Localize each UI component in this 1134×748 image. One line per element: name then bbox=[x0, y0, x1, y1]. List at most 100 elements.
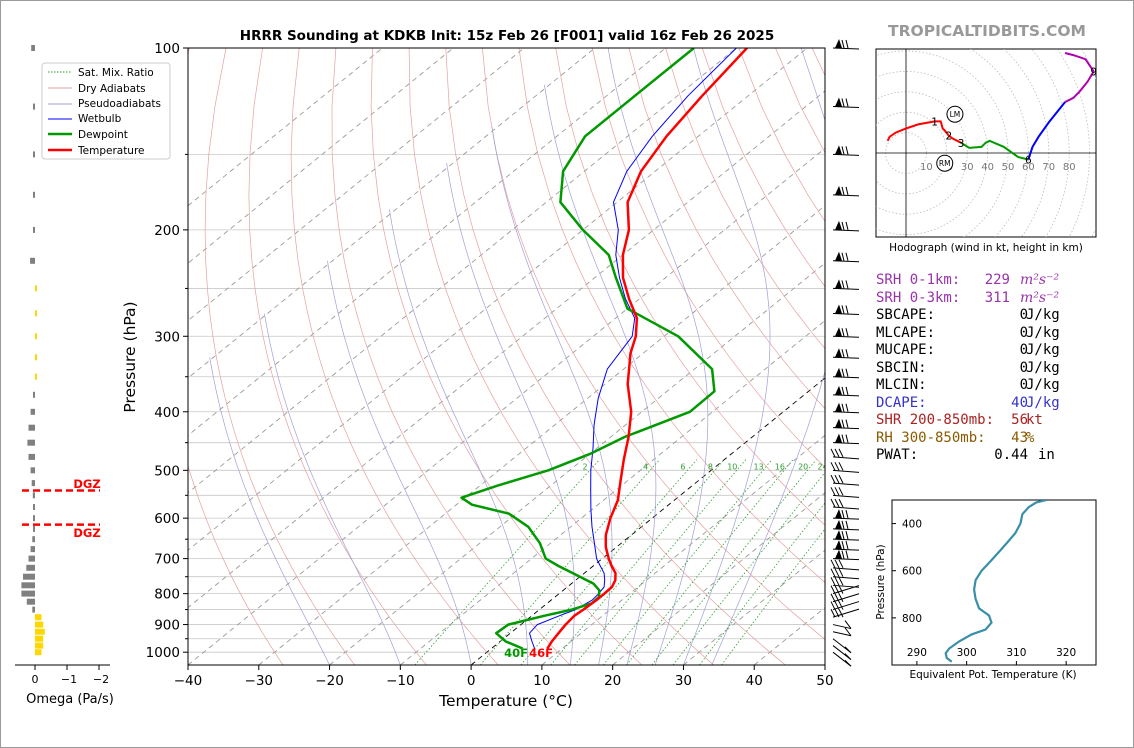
omega-bar bbox=[33, 226, 35, 233]
wind-barb-feather bbox=[841, 39, 845, 49]
storm-motion-marker bbox=[936, 154, 954, 172]
wind-barb-feather bbox=[844, 659, 852, 667]
wind-barb-pennant bbox=[835, 97, 842, 107]
mixing-ratio-line bbox=[651, 459, 817, 665]
wind-barb bbox=[832, 411, 860, 414]
param-row-rh: RH 300-850mb: 43% bbox=[876, 430, 1076, 448]
wind-barb-feather bbox=[845, 550, 849, 559]
mixing-ratio-line bbox=[574, 459, 747, 665]
dry-adiabat-line bbox=[188, 48, 284, 665]
wind-barb-pennant bbox=[835, 519, 842, 529]
wind-barb bbox=[832, 585, 860, 595]
wind-barb-feather bbox=[844, 627, 852, 637]
wind-barb-feather bbox=[830, 448, 836, 458]
wind-barb bbox=[832, 593, 860, 603]
mixing-ratio-label: 20 bbox=[798, 462, 808, 471]
wind-barb-feather bbox=[845, 510, 849, 519]
hodograph-segment-1-3km bbox=[960, 139, 1029, 161]
omega-bar bbox=[35, 635, 44, 642]
dgz-bottom-label: DGZ bbox=[73, 526, 100, 540]
wind-barb-feather bbox=[830, 559, 836, 569]
omega-bar bbox=[35, 333, 37, 340]
omega-bar bbox=[35, 310, 37, 317]
wind-barb-feather bbox=[841, 550, 845, 559]
legend-pseudoadiabat-label: Pseudoadiabats bbox=[78, 98, 161, 110]
omega-bar bbox=[33, 515, 35, 522]
storm-motion-label: LM bbox=[950, 110, 961, 119]
wind-barb-feather bbox=[845, 146, 849, 155]
omega-bar bbox=[26, 598, 35, 605]
wind-barb bbox=[832, 427, 860, 430]
param-value: 0 bbox=[1019, 377, 1028, 393]
dry-adiabat-line bbox=[290, 48, 499, 665]
param-value: 56 bbox=[1011, 412, 1028, 428]
omega-bar bbox=[32, 492, 35, 499]
skewt-profiles bbox=[460, 48, 748, 650]
dry-adiabat-line bbox=[555, 48, 825, 526]
wind-barb-pennant bbox=[835, 540, 842, 550]
wind-barb-feather bbox=[841, 403, 845, 412]
hodograph-ring-label: 50 bbox=[1002, 162, 1015, 173]
param-row-shear: SHR 200-850mb: 56 kt bbox=[876, 412, 1076, 430]
wind-barb-feather bbox=[838, 487, 844, 496]
omega-bar bbox=[21, 582, 35, 589]
mixing-ratio-label: 24 bbox=[818, 462, 828, 471]
param-value: 229 bbox=[984, 272, 1010, 288]
wind-barb-pennant bbox=[835, 385, 842, 395]
hodograph-segment-9-12km bbox=[1064, 52, 1095, 72]
param-value: 40 bbox=[1011, 394, 1028, 411]
mixing-ratio-label: 4 bbox=[643, 462, 648, 471]
wind-barb-feather bbox=[838, 462, 844, 471]
wind-barb-feather bbox=[841, 386, 845, 395]
hodograph-segment-0-1km bbox=[886, 120, 962, 144]
wind-barb bbox=[832, 494, 860, 498]
y-tick-label: 100 bbox=[154, 41, 180, 57]
param-value: 0 bbox=[1019, 359, 1028, 376]
isotherm-line bbox=[188, 48, 737, 494]
skewt-y-axis-label: Pressure (hPa) bbox=[121, 301, 139, 412]
y-tick-label: 1000 bbox=[146, 645, 180, 661]
param-unit: m²s⁻² bbox=[1020, 272, 1060, 288]
y-tick-label: 400 bbox=[154, 405, 180, 421]
omega-bar bbox=[33, 151, 35, 158]
wind-barb-feather bbox=[838, 474, 844, 484]
wind-barb-feather bbox=[845, 540, 849, 550]
param-label: SBCIN: bbox=[876, 359, 927, 376]
wind-barb-feather bbox=[834, 601, 840, 610]
legend-wetbulb-label: Wetbulb bbox=[78, 113, 122, 125]
wind-barb bbox=[832, 576, 860, 580]
x-tick-label: −20 bbox=[315, 673, 344, 689]
y-tick-label: 800 bbox=[154, 587, 180, 603]
wind-barb-feather bbox=[845, 39, 849, 49]
wind-barb-pennant bbox=[835, 433, 842, 443]
wind-barb-feather bbox=[838, 559, 844, 569]
wind-barb bbox=[832, 394, 860, 397]
wind-barb-feather bbox=[845, 186, 849, 195]
wind-barb-feather bbox=[841, 520, 845, 529]
hodograph-ring-label: 70 bbox=[1042, 162, 1055, 173]
theta-e-y-tick-label: 400 bbox=[902, 519, 922, 531]
wind-barb-feather bbox=[838, 585, 844, 594]
series-line-temperature bbox=[546, 48, 748, 650]
legend-dry-adiabat-label: Dry Adiabats bbox=[78, 83, 146, 95]
wind-barb-feather bbox=[841, 531, 845, 540]
hodograph-height-label: 1 bbox=[931, 116, 938, 128]
omega-bar bbox=[33, 525, 35, 532]
wind-barb-feather bbox=[834, 487, 840, 496]
skewt-legend: Sat. Mix. Ratio Dry Adiabats Pseudoadiab… bbox=[41, 62, 171, 160]
theta-e-axes: 290 300 310 320 400 600 800 bbox=[892, 519, 1076, 666]
mixing-ratio-line bbox=[602, 459, 773, 665]
param-label: RH 300-850mb: bbox=[876, 429, 986, 446]
wind-barb bbox=[832, 312, 860, 315]
wind-barb-pennant bbox=[835, 220, 842, 230]
y-tick-label: 900 bbox=[154, 618, 180, 634]
wind-barb-feather bbox=[845, 368, 849, 377]
wind-barb-feather bbox=[845, 252, 849, 261]
wind-barb-feather bbox=[845, 403, 849, 412]
param-label: SRH 0-3km: bbox=[876, 289, 961, 306]
moist-adiabat-line bbox=[683, 48, 771, 665]
moist-adiabat-line bbox=[264, 313, 401, 665]
moist-adiabat-line bbox=[327, 260, 472, 665]
param-row-sbcin: SBCIN: 0 J/kg bbox=[876, 360, 1076, 378]
wind-barb-feather bbox=[841, 510, 845, 519]
